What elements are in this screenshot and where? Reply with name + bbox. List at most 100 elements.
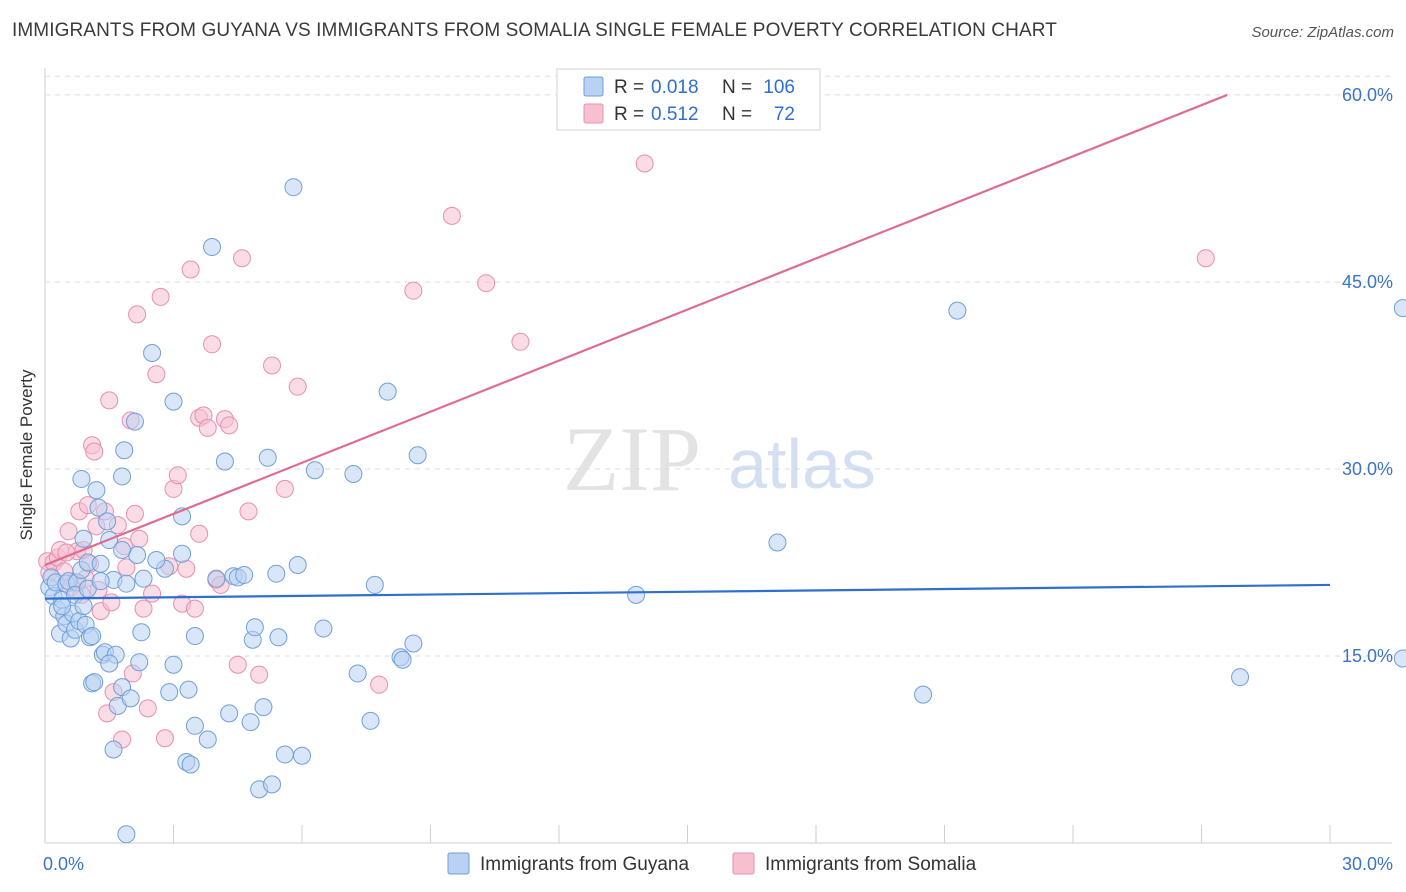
- legend-r-label-guyana: R =: [614, 77, 644, 98]
- point-guyana-72: [263, 775, 282, 794]
- point-somalia-36: [151, 287, 170, 306]
- point-guyana-46: [143, 344, 162, 363]
- point-guyana-95: [1393, 649, 1406, 668]
- point-somalia-65: [511, 332, 530, 351]
- point-somalia-48: [198, 418, 217, 437]
- point-guyana-97: [948, 301, 967, 320]
- point-guyana-44: [132, 623, 151, 642]
- point-somalia-45: [190, 524, 209, 543]
- legend-r-label-somalia: R =: [614, 104, 644, 125]
- point-guyana-102: [91, 572, 110, 591]
- point-somalia-29: [125, 504, 144, 523]
- y-tick-label-3: 60.0%: [1342, 85, 1393, 105]
- legend-r-value-somalia: 0.512: [651, 104, 699, 125]
- point-guyana-73: [267, 564, 286, 583]
- point-guyana-74: [269, 628, 288, 647]
- point-somalia-60: [288, 377, 307, 396]
- point-somalia-57: [250, 665, 269, 684]
- point-somalia-55: [233, 249, 252, 268]
- point-guyana-79: [305, 461, 324, 480]
- point-guyana-54: [179, 680, 198, 699]
- point-somalia-59: [275, 479, 294, 498]
- point-guyana-82: [348, 664, 367, 683]
- point-guyana-96: [1393, 299, 1406, 318]
- bottom-legend-label-somalia: Immigrants from Somalia: [765, 854, 977, 875]
- point-guyana-104: [53, 597, 72, 616]
- point-guyana-80: [314, 619, 333, 638]
- point-somalia-34: [143, 584, 162, 603]
- point-somalia-6: [59, 522, 78, 541]
- point-guyana-26: [89, 498, 108, 517]
- legend-swatch-guyana: [583, 76, 604, 97]
- point-guyana-98: [113, 541, 132, 560]
- series-guyana-points: [40, 178, 1406, 844]
- point-guyana-55: [181, 755, 200, 774]
- point-guyana-60: [207, 569, 226, 588]
- x-tick-label-0: 0.0%: [43, 854, 84, 874]
- legend-n-label-somalia: N =: [722, 104, 752, 125]
- point-guyana-30: [98, 512, 117, 531]
- trend-line-guyana: [44, 583, 1331, 600]
- point-somalia-43: [181, 260, 200, 279]
- point-somalia-32: [134, 599, 153, 618]
- legend-box: R = 0.018 N = 106 R = 0.512 N = 72: [556, 68, 821, 131]
- y-tick-labels: 15.0% 30.0% 45.0% 60.0%: [1342, 85, 1393, 666]
- bottom-legend: Immigrants from Guyana Immigrants from S…: [447, 852, 977, 875]
- point-guyana-25: [87, 481, 106, 500]
- watermark-atlas: atlas: [728, 425, 876, 503]
- bottom-legend-swatch-guyana: [447, 852, 470, 875]
- point-guyana-91: [627, 585, 646, 604]
- y-tick-label-2: 45.0%: [1342, 272, 1393, 292]
- point-guyana-24: [83, 627, 102, 646]
- point-somalia-62: [404, 281, 423, 300]
- y-tick-label-1: 30.0%: [1342, 459, 1393, 479]
- point-guyana-61: [215, 452, 234, 471]
- point-somalia-30: [128, 305, 147, 324]
- watermark-zip: ZIP: [563, 408, 701, 510]
- point-guyana-52: [173, 544, 192, 563]
- point-guyana-105: [74, 597, 93, 616]
- point-guyana-78: [293, 746, 311, 765]
- point-somalia-49: [203, 335, 222, 354]
- point-guyana-68: [245, 618, 264, 637]
- axes: [44, 68, 1392, 844]
- point-guyana-75: [275, 745, 294, 764]
- point-guyana-81: [344, 464, 363, 483]
- point-guyana-92: [768, 533, 787, 552]
- point-guyana-84: [365, 575, 384, 594]
- point-guyana-40: [121, 689, 140, 708]
- point-guyana-76: [284, 178, 303, 197]
- point-guyana-27: [91, 554, 110, 573]
- y-axis-label: Single Female Poverty: [17, 369, 36, 541]
- point-somalia-53: [220, 416, 239, 435]
- bottom-legend-swatch-somalia: [732, 852, 755, 875]
- point-somalia-16: [85, 442, 104, 461]
- point-guyana-65: [235, 565, 254, 584]
- point-guyana-77: [288, 555, 307, 574]
- point-guyana-50: [164, 392, 183, 411]
- point-somalia-42: [177, 559, 196, 578]
- point-somalia-58: [263, 356, 282, 375]
- point-somalia-44: [185, 599, 204, 618]
- point-somalia-54: [228, 655, 247, 674]
- point-somalia-22: [102, 593, 121, 612]
- legend-n-value-somalia: 72: [774, 104, 795, 125]
- point-guyana-18: [74, 529, 93, 548]
- chart-title: IMMIGRANTS FROM GUYANA VS IMMIGRANTS FRO…: [12, 20, 1057, 41]
- point-guyana-41: [125, 412, 144, 431]
- point-guyana-85: [378, 382, 397, 401]
- point-somalia-31: [130, 529, 149, 548]
- point-guyana-42: [128, 545, 147, 564]
- point-guyana-94: [1231, 668, 1250, 687]
- point-guyana-87: [393, 650, 412, 669]
- point-guyana-59: [203, 238, 222, 257]
- trend-line-somalia: [44, 93, 1228, 566]
- point-somalia-37: [155, 729, 174, 748]
- point-somalia-63: [442, 206, 461, 225]
- point-guyana-56: [185, 627, 204, 646]
- point-somalia-64: [477, 274, 496, 293]
- point-guyana-45: [134, 569, 153, 588]
- point-guyana-36: [113, 467, 132, 486]
- point-guyana-66: [241, 713, 260, 732]
